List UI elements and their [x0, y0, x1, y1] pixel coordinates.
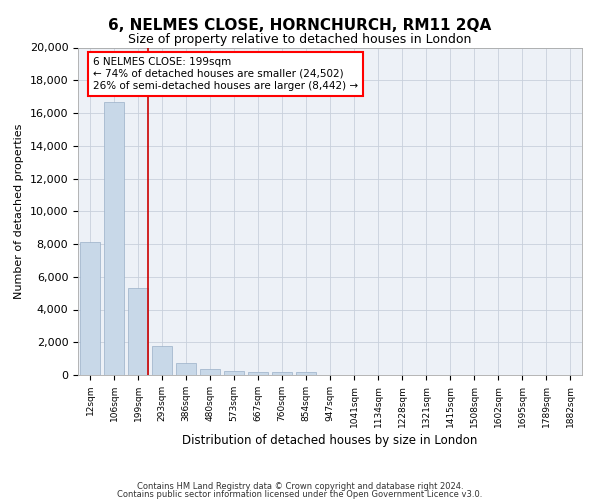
Bar: [128, 288, 148, 375]
Y-axis label: Number of detached properties: Number of detached properties: [14, 124, 24, 299]
Text: 6 NELMES CLOSE: 199sqm
← 74% of detached houses are smaller (24,502)
26% of semi: 6 NELMES CLOSE: 199sqm ← 74% of detached…: [93, 58, 358, 90]
Bar: [176, 363, 196, 375]
Bar: [224, 370, 244, 375]
Bar: [80, 242, 100, 375]
Bar: [200, 370, 220, 375]
Bar: [272, 372, 292, 375]
Text: Contains public sector information licensed under the Open Government Licence v3: Contains public sector information licen…: [118, 490, 482, 499]
Bar: [248, 372, 268, 375]
Bar: [104, 102, 124, 375]
Text: Size of property relative to detached houses in London: Size of property relative to detached ho…: [128, 32, 472, 46]
Bar: [152, 346, 172, 375]
Text: 6, NELMES CLOSE, HORNCHURCH, RM11 2QA: 6, NELMES CLOSE, HORNCHURCH, RM11 2QA: [109, 18, 491, 32]
Bar: [296, 372, 316, 375]
Text: Contains HM Land Registry data © Crown copyright and database right 2024.: Contains HM Land Registry data © Crown c…: [137, 482, 463, 491]
X-axis label: Distribution of detached houses by size in London: Distribution of detached houses by size …: [182, 434, 478, 447]
